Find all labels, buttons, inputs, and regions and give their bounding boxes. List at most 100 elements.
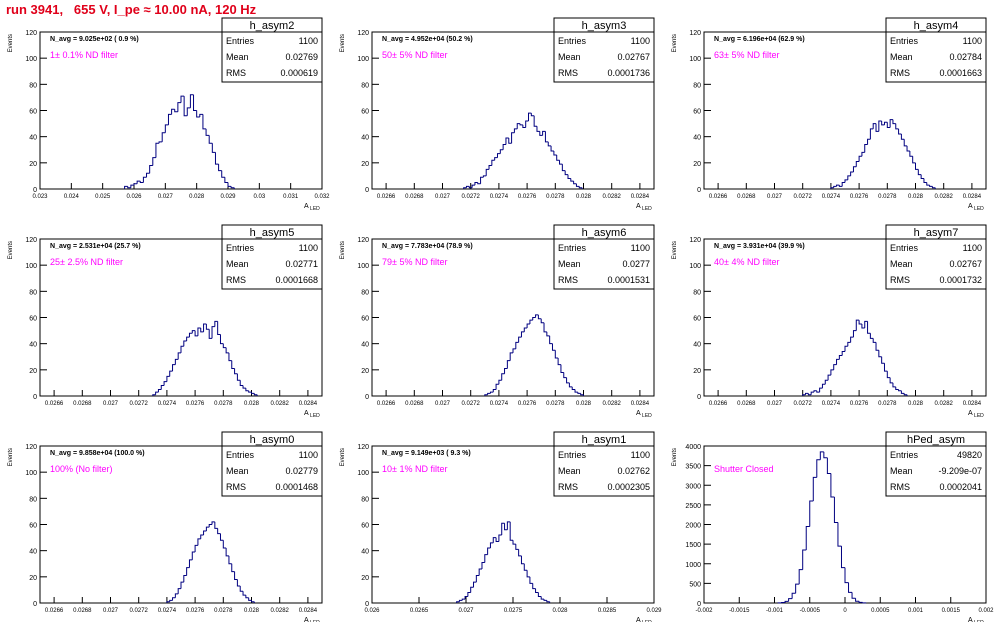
stats-mean-value: 0.02762 — [617, 466, 650, 476]
histogram-bin — [251, 600, 255, 603]
x-tick-label: 0.027 — [435, 194, 451, 200]
stats-entries-value: 1100 — [963, 243, 982, 253]
x-tick-label: 0.0276 — [186, 608, 205, 614]
y-tick-label: 1000 — [685, 562, 701, 569]
histogram-bin — [522, 124, 526, 129]
histogram-bin — [166, 375, 170, 382]
histogram-bin — [477, 182, 481, 185]
histogram-bin — [152, 394, 156, 396]
y-tick-label: 40 — [29, 342, 37, 349]
histogram-bin — [564, 170, 568, 176]
histogram-bin — [489, 542, 494, 549]
stats-rms-label: RMS — [226, 482, 246, 492]
histogram-bin — [571, 386, 576, 390]
stats-mean-label: Mean — [226, 466, 249, 476]
y-axis-title: Events — [8, 448, 14, 466]
y-tick-label: 0 — [697, 187, 701, 194]
y-tick-label: 20 — [693, 368, 701, 375]
histogram-bin — [474, 181, 478, 186]
stats-entries-value: 1100 — [299, 243, 318, 253]
histogram-name: h_asym7 — [914, 227, 959, 239]
histogram-bin — [578, 186, 583, 189]
histogram-bin — [169, 599, 173, 602]
histogram-bin — [242, 385, 246, 389]
histogram-bin — [830, 369, 834, 376]
histogram-bin — [915, 162, 919, 170]
stats-rms-value: 0.0001736 — [607, 68, 650, 78]
histogram-bin — [230, 186, 235, 189]
histogram-bin — [471, 184, 475, 188]
histogram-bin — [546, 600, 550, 603]
histogram-bin — [850, 336, 854, 343]
histogram-bin — [864, 320, 868, 328]
y-tick-label: 40 — [29, 549, 37, 556]
y-tick-label: 20 — [361, 575, 369, 582]
stats-entries-label: Entries — [226, 36, 255, 46]
stats-mean-label: Mean — [226, 259, 249, 269]
histogram-bin — [537, 314, 542, 320]
histogram-bin — [547, 141, 552, 147]
x-tick-label: 0.028 — [244, 401, 260, 407]
histogram-bin — [222, 540, 227, 549]
histogram-bin — [546, 331, 550, 337]
histogram-bin — [920, 174, 924, 180]
x-tick-label: 0.028 — [576, 401, 592, 407]
histogram-bin — [186, 567, 190, 576]
histogram-bin — [205, 324, 210, 330]
histogram-bin — [470, 586, 474, 593]
histogram-bin — [508, 137, 512, 144]
histogram-bin — [208, 135, 213, 144]
x-tick-label: 0.0272 — [130, 608, 149, 614]
stats-entries-label: Entries — [558, 36, 587, 46]
filter-note: 63± 5% ND filter — [714, 50, 779, 60]
x-tick-label: 0.0274 — [158, 608, 177, 614]
histogram-bin — [485, 168, 490, 176]
histogram-bin — [458, 599, 463, 602]
histogram-bin — [528, 112, 532, 121]
histogram-bin — [523, 327, 528, 332]
histogram-bin — [189, 94, 194, 108]
histogram-bin — [218, 164, 222, 172]
stats-mean-value: 0.02767 — [617, 52, 650, 62]
stats-mean-label: Mean — [558, 466, 581, 476]
y-tick-label: 60 — [693, 109, 701, 116]
y-tick-label: 120 — [25, 237, 37, 244]
stats-entries-label: Entries — [558, 450, 587, 460]
histogram-bin — [253, 393, 258, 396]
histogram-bin — [557, 358, 561, 366]
stats-mean-label: Mean — [558, 52, 581, 62]
navg-label: N_avg = 9.149e+03 ( 9.3 %) — [382, 450, 471, 457]
histogram-bin — [580, 393, 584, 396]
histogram-bin — [221, 170, 225, 178]
histogram-bin — [160, 385, 165, 390]
histogram-bin — [498, 379, 502, 385]
navg-label: N_avg = 3.931e+04 (39.9 %) — [714, 243, 805, 250]
histogram-panel-h_asym1: 0 20 40 60 80 100 120 Events 0.026 0.0265 0.027 0.0… — [340, 431, 662, 622]
histogram-bin — [518, 336, 522, 343]
stats-box — [553, 224, 655, 290]
histogram-bin — [197, 327, 201, 336]
histogram-bin — [224, 177, 228, 183]
histogram-bin — [551, 343, 556, 351]
histogram-name: h_asym5 — [250, 227, 295, 239]
x-tick-label: 0.0272 — [794, 401, 813, 407]
x-tick-label: 0.0276 — [850, 194, 869, 200]
histogram-bin — [155, 142, 160, 158]
histogram-bin — [228, 555, 232, 565]
histogram-bin — [525, 120, 529, 128]
histogram-bin — [573, 181, 577, 185]
stats-rms-value: 0.0001531 — [607, 275, 650, 285]
filter-note: 25± 2.5% ND filter — [50, 257, 123, 267]
histogram-bin — [163, 381, 167, 386]
x-tick-label: 0.028 — [576, 194, 592, 200]
x-tick-label: 0.0284 — [299, 401, 318, 407]
x-tick-label: 0.0282 — [603, 401, 622, 407]
x-tick-label: 0.0268 — [73, 401, 92, 407]
histogram-bin — [540, 318, 545, 324]
x-tick-label: 0.032 — [314, 194, 330, 200]
histogram-name: h_asym4 — [914, 20, 959, 32]
histogram-bin — [506, 360, 511, 369]
x-tick-label: 0.0015 — [942, 608, 961, 614]
histogram-bin — [802, 549, 807, 570]
histogram-bin — [791, 592, 796, 599]
